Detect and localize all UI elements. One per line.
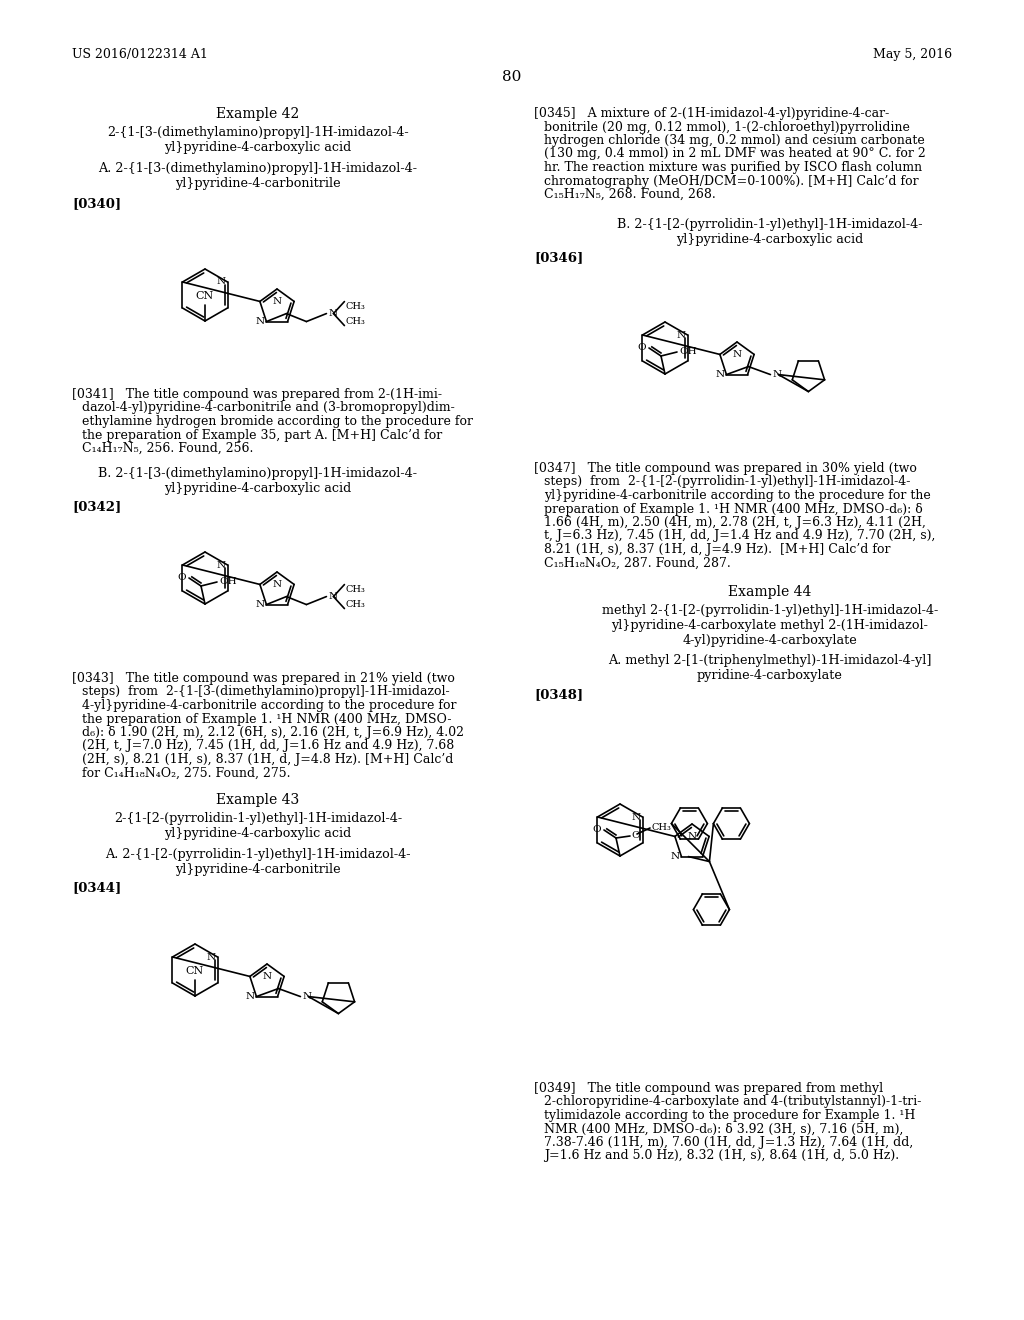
Text: [0343]   The title compound was prepared in 21% yield (two: [0343] The title compound was prepared i… <box>72 672 455 685</box>
Text: 7.38-7.46 (11H, m), 7.60 (1H, dd, J=1.3 Hz), 7.64 (1H, dd,: 7.38-7.46 (11H, m), 7.60 (1H, dd, J=1.3 … <box>544 1137 913 1148</box>
Text: 2-{1-[2-(pyrrolidin-1-yl)ethyl]-1H-imidazol-4-: 2-{1-[2-(pyrrolidin-1-yl)ethyl]-1H-imida… <box>114 812 402 825</box>
Text: O: O <box>177 573 186 582</box>
Text: N: N <box>272 297 282 306</box>
Text: [0347]   The title compound was prepared in 30% yield (two: [0347] The title compound was prepared i… <box>534 462 916 475</box>
Text: [0346]: [0346] <box>534 251 584 264</box>
Text: yl}pyridine-4-carbonitrile: yl}pyridine-4-carbonitrile <box>175 177 341 190</box>
Text: N: N <box>207 953 215 961</box>
Text: preparation of Example 1. ¹H NMR (400 MHz, DMSO-d₆): δ: preparation of Example 1. ¹H NMR (400 MH… <box>544 503 923 516</box>
Text: hydrogen chloride (34 mg, 0.2 mmol) and cesium carbonate: hydrogen chloride (34 mg, 0.2 mmol) and … <box>544 135 925 147</box>
Text: N: N <box>216 561 225 569</box>
Text: the preparation of Example 1. ¹H NMR (400 MHz, DMSO-: the preparation of Example 1. ¹H NMR (40… <box>82 713 452 726</box>
Text: yl}pyridine-4-carboxylic acid: yl}pyridine-4-carboxylic acid <box>165 141 351 154</box>
Text: N: N <box>262 972 271 981</box>
Text: hr. The reaction mixture was purified by ISCO flash column: hr. The reaction mixture was purified by… <box>544 161 923 174</box>
Text: N: N <box>677 330 685 339</box>
Text: (2H, s), 8.21 (1H, s), 8.37 (1H, d, J=4.8 Hz). [M+H] Calc’d: (2H, s), 8.21 (1H, s), 8.37 (1H, d, J=4.… <box>82 752 454 766</box>
Text: N: N <box>329 593 338 601</box>
Text: OH: OH <box>679 347 696 356</box>
Text: [0344]: [0344] <box>72 880 121 894</box>
Text: CH₃: CH₃ <box>345 301 366 310</box>
Text: Example 43: Example 43 <box>216 793 300 807</box>
Text: B. 2-{1-[2-(pyrrolidin-1-yl)ethyl]-1H-imidazol-4-: B. 2-{1-[2-(pyrrolidin-1-yl)ethyl]-1H-im… <box>617 218 923 231</box>
Text: [0341]   The title compound was prepared from 2-(1H-imi-: [0341] The title compound was prepared f… <box>72 388 442 401</box>
Text: NMR (400 MHz, DMSO-d₆): δ 3.92 (3H, s), 7.16 (5H, m),: NMR (400 MHz, DMSO-d₆): δ 3.92 (3H, s), … <box>544 1122 903 1135</box>
Text: N: N <box>246 993 254 1001</box>
Text: tylimidazole according to the procedure for Example 1. ¹H: tylimidazole according to the procedure … <box>544 1109 915 1122</box>
Text: May 5, 2016: May 5, 2016 <box>872 48 952 61</box>
Text: dazol-4-yl)pyridine-4-carbonitrile and (3-bromopropyl)dim-: dazol-4-yl)pyridine-4-carbonitrile and (… <box>82 401 455 414</box>
Text: t, J=6.3 Hz), 7.45 (1H, dd, J=1.4 Hz and 4.9 Hz), 7.70 (2H, s),: t, J=6.3 Hz), 7.45 (1H, dd, J=1.4 Hz and… <box>544 529 935 543</box>
Text: N: N <box>255 601 264 609</box>
Text: N: N <box>302 993 311 1001</box>
Text: for C₁₄H₁₈N₄O₂, 275. Found, 275.: for C₁₄H₁₈N₄O₂, 275. Found, 275. <box>82 767 291 780</box>
Text: (130 mg, 0.4 mmol) in 2 mL DMF was heated at 90° C. for 2: (130 mg, 0.4 mmol) in 2 mL DMF was heate… <box>544 148 926 161</box>
Text: CH₃: CH₃ <box>345 585 366 594</box>
Text: N: N <box>329 309 338 318</box>
Text: chromatography (MeOH/DCM=0-100%). [M+H] Calc’d for: chromatography (MeOH/DCM=0-100%). [M+H] … <box>544 174 919 187</box>
Text: O: O <box>637 343 646 352</box>
Text: [0348]: [0348] <box>534 688 583 701</box>
Text: N: N <box>687 832 696 841</box>
Text: N: N <box>255 317 264 326</box>
Text: pyridine-4-carboxylate: pyridine-4-carboxylate <box>697 669 843 682</box>
Text: CN: CN <box>196 290 214 301</box>
Text: 8.21 (1H, s), 8.37 (1H, d, J=4.9 Hz).  [M+H] Calc’d for: 8.21 (1H, s), 8.37 (1H, d, J=4.9 Hz). [M… <box>544 543 891 556</box>
Text: yl}pyridine-4-carboxylic acid: yl}pyridine-4-carboxylic acid <box>165 828 351 840</box>
Text: C₁₅H₁₈N₄O₂, 287. Found, 287.: C₁₅H₁₈N₄O₂, 287. Found, 287. <box>544 557 731 569</box>
Text: CH₃: CH₃ <box>652 824 672 833</box>
Text: (2H, t, J=7.0 Hz), 7.45 (1H, dd, J=1.6 Hz and 4.9 Hz), 7.68: (2H, t, J=7.0 Hz), 7.45 (1H, dd, J=1.6 H… <box>82 739 455 752</box>
Text: 4-yl)pyridine-4-carboxylate: 4-yl)pyridine-4-carboxylate <box>683 634 857 647</box>
Text: ethylamine hydrogen bromide according to the procedure for: ethylamine hydrogen bromide according to… <box>82 414 473 428</box>
Text: CH₃: CH₃ <box>345 599 366 609</box>
Text: CN: CN <box>186 966 204 975</box>
Text: the preparation of Example 35, part A. [M+H] Calc’d for: the preparation of Example 35, part A. [… <box>82 429 442 441</box>
Text: N: N <box>216 277 225 286</box>
Text: Example 42: Example 42 <box>216 107 300 121</box>
Text: Example 44: Example 44 <box>728 585 812 599</box>
Text: [0345]   A mixture of 2-(1H-imidazol-4-yl)pyridine-4-car-: [0345] A mixture of 2-(1H-imidazol-4-yl)… <box>534 107 889 120</box>
Text: A. 2-{1-[3-(dimethylamino)propyl]-1H-imidazol-4-: A. 2-{1-[3-(dimethylamino)propyl]-1H-imi… <box>98 162 418 176</box>
Text: N: N <box>772 370 781 379</box>
Text: yl}pyridine-4-carboxylic acid: yl}pyridine-4-carboxylic acid <box>677 234 863 246</box>
Text: d₆): δ 1.90 (2H, m), 2.12 (6H, s), 2.16 (2H, t, J=6.9 Hz), 4.02: d₆): δ 1.90 (2H, m), 2.12 (6H, s), 2.16 … <box>82 726 464 739</box>
Text: N: N <box>272 579 282 589</box>
Text: 2-chloropyridine-4-carboxylate and 4-(tributylstannyl)-1-tri-: 2-chloropyridine-4-carboxylate and 4-(tr… <box>544 1096 922 1109</box>
Text: O: O <box>631 832 640 841</box>
Text: CH₃: CH₃ <box>345 317 366 326</box>
Text: steps)  from  2-{1-[2-(pyrrolidin-1-yl)ethyl]-1H-imidazol-4-: steps) from 2-{1-[2-(pyrrolidin-1-yl)eth… <box>544 475 910 488</box>
Text: 2-{1-[3-(dimethylamino)propyl]-1H-imidazol-4-: 2-{1-[3-(dimethylamino)propyl]-1H-imidaz… <box>108 125 409 139</box>
Text: OH: OH <box>219 578 237 586</box>
Text: yl}pyridine-4-carbonitrile: yl}pyridine-4-carbonitrile <box>175 863 341 876</box>
Text: 4-yl}pyridine-4-carbonitrile according to the procedure for: 4-yl}pyridine-4-carbonitrile according t… <box>82 700 457 711</box>
Text: A. methyl 2-[1-(triphenylmethyl)-1H-imidazol-4-yl]: A. methyl 2-[1-(triphenylmethyl)-1H-imid… <box>608 653 932 667</box>
Text: [0340]: [0340] <box>72 197 121 210</box>
Text: N: N <box>632 813 641 821</box>
Text: US 2016/0122314 A1: US 2016/0122314 A1 <box>72 48 208 61</box>
Text: steps)  from  2-{1-[3-(dimethylamino)propyl]-1H-imidazol-: steps) from 2-{1-[3-(dimethylamino)propy… <box>82 685 450 698</box>
Text: N: N <box>732 350 741 359</box>
Text: yl}pyridine-4-carboxylate methyl 2-(1H-imidazol-: yl}pyridine-4-carboxylate methyl 2-(1H-i… <box>611 619 929 632</box>
Text: [0349]   The title compound was prepared from methyl: [0349] The title compound was prepared f… <box>534 1082 883 1096</box>
Text: C₁₅H₁₇N₅, 268. Found, 268.: C₁₅H₁₇N₅, 268. Found, 268. <box>544 187 716 201</box>
Text: 80: 80 <box>503 70 521 84</box>
Text: B. 2-{1-[3-(dimethylamino)propyl]-1H-imidazol-4-: B. 2-{1-[3-(dimethylamino)propyl]-1H-imi… <box>98 467 418 480</box>
Text: [0342]: [0342] <box>72 500 121 513</box>
Text: yl}pyridine-4-carboxylic acid: yl}pyridine-4-carboxylic acid <box>165 482 351 495</box>
Text: methyl 2-{1-[2-(pyrrolidin-1-yl)ethyl]-1H-imidazol-4-: methyl 2-{1-[2-(pyrrolidin-1-yl)ethyl]-1… <box>602 605 938 616</box>
Text: yl}pyridine-4-carbonitrile according to the procedure for the: yl}pyridine-4-carbonitrile according to … <box>544 488 931 502</box>
Text: O: O <box>592 825 601 834</box>
Text: C₁₄H₁₇N₅, 256. Found, 256.: C₁₄H₁₇N₅, 256. Found, 256. <box>82 442 253 455</box>
Text: N: N <box>671 853 679 861</box>
Text: 1.66 (4H, m), 2.50 (4H, m), 2.78 (2H, t, J=6.3 Hz), 4.11 (2H,: 1.66 (4H, m), 2.50 (4H, m), 2.78 (2H, t,… <box>544 516 926 529</box>
Text: N: N <box>716 370 724 379</box>
Text: J=1.6 Hz and 5.0 Hz), 8.32 (1H, s), 8.64 (1H, d, 5.0 Hz).: J=1.6 Hz and 5.0 Hz), 8.32 (1H, s), 8.64… <box>544 1150 899 1163</box>
Text: bonitrile (20 mg, 0.12 mmol), 1-(2-chloroethyl)pyrrolidine: bonitrile (20 mg, 0.12 mmol), 1-(2-chlor… <box>544 120 910 133</box>
Text: A. 2-{1-[2-(pyrrolidin-1-yl)ethyl]-1H-imidazol-4-: A. 2-{1-[2-(pyrrolidin-1-yl)ethyl]-1H-im… <box>105 847 411 861</box>
